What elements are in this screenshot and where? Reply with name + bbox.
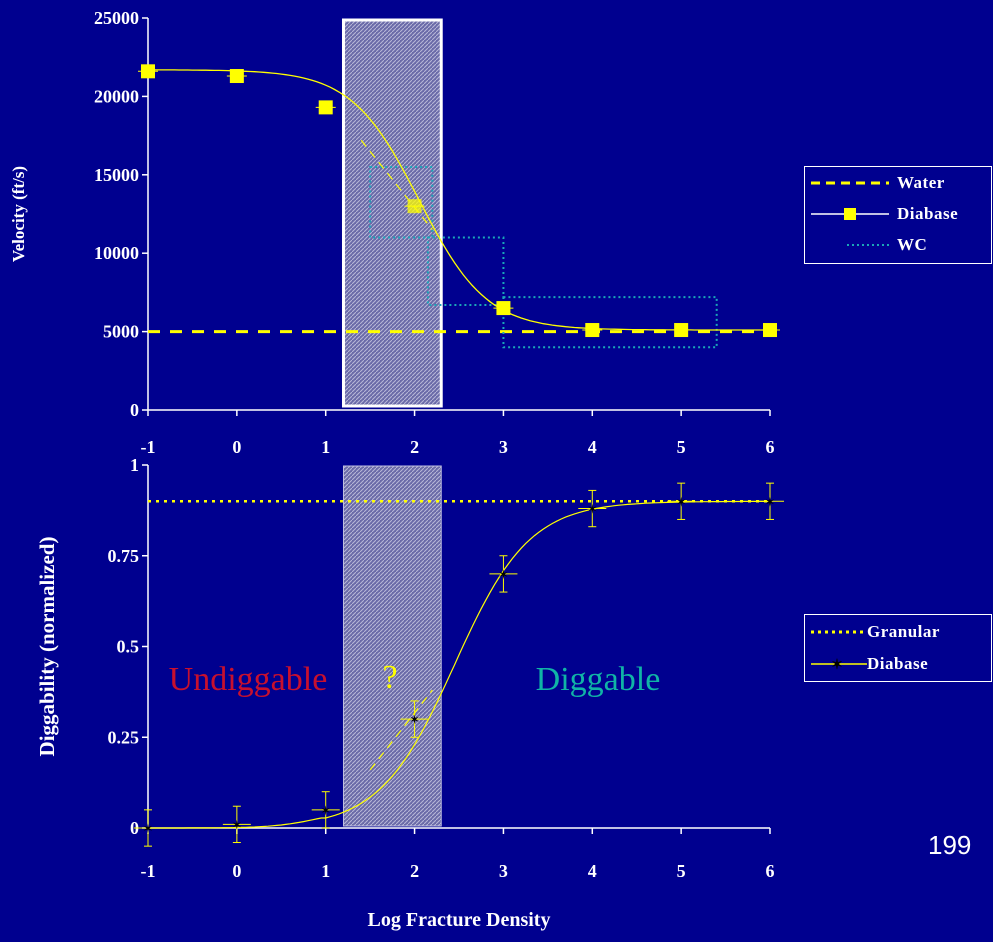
diabase-marker [318, 100, 333, 115]
shaded-region [342, 465, 442, 827]
y-tick-label: 1 [130, 455, 139, 475]
x-tick-label: 4 [588, 861, 597, 881]
legend-label-water: Water [897, 173, 945, 192]
square-marker-line-icon [811, 208, 889, 220]
series-diabase-curve [148, 69, 770, 331]
x-tick-label: 3 [499, 861, 508, 881]
diabase-marker [496, 301, 511, 316]
y-tick-label: 20000 [94, 86, 139, 106]
svg-text:✶: ✶ [831, 658, 843, 673]
legend-item-wc: WC [805, 234, 991, 256]
x-tick-label: 1 [321, 861, 330, 881]
x-tick-label: 2 [410, 861, 419, 881]
legend-item-diabase: Diabase [805, 203, 991, 225]
x-tick-label: -1 [141, 861, 156, 881]
bottom-legend: Granular ✶ Diabase [804, 614, 992, 682]
legend-label-wc: WC [897, 235, 928, 254]
y-tick-label: 0.25 [108, 727, 140, 747]
series-wc-box [426, 236, 505, 306]
x-tick-label: 1 [321, 437, 330, 457]
legend-item-water: Water [805, 172, 991, 194]
x-tick-label: 2 [410, 437, 419, 457]
shaded-region [341, 18, 443, 408]
diabase-digg-marker: ✶ [231, 817, 242, 832]
diabase-digg-marker: ✶ [409, 712, 420, 727]
y-tick-label: 5000 [103, 322, 139, 342]
legend-item-diabase-digg: ✶ Diabase [805, 653, 991, 675]
x-axis-label: Log Fracture Density [368, 909, 551, 931]
diabase-marker [585, 323, 600, 338]
x-tick-label: 0 [232, 437, 241, 457]
dashed-line-icon [811, 181, 889, 185]
star-marker-line-icon: ✶ [811, 658, 867, 673]
diabase-marker [407, 199, 422, 214]
x-tick-label: 4 [588, 437, 597, 457]
series-diabase-dashed [360, 139, 433, 231]
diabase-marker [763, 323, 777, 338]
legend-label-diabase: Diabase [897, 204, 959, 223]
diabase-digg-marker: ✶ [765, 494, 776, 509]
series-diabase-digg-dashed [369, 689, 433, 771]
x-tick-label: 0 [232, 861, 241, 881]
y-tick-label: 0.5 [117, 637, 140, 657]
diabase-digg-marker: ✶ [143, 821, 154, 836]
diabase-marker [229, 69, 244, 84]
series-diabase-digg-curve [148, 500, 770, 829]
diabase-marker [674, 323, 689, 338]
x-tick-label: 3 [499, 437, 508, 457]
series-wc-box [502, 296, 718, 349]
y-tick-label: 0 [130, 400, 139, 420]
top-legend: Water Diabase WC [804, 166, 992, 264]
diabase-digg-marker: ✶ [320, 803, 331, 818]
y-tick-label: 15000 [94, 165, 139, 185]
diabase-marker [141, 64, 155, 79]
x-tick-label: 5 [677, 437, 686, 457]
x-tick-label: -1 [141, 437, 156, 457]
x-tick-label: 6 [766, 861, 775, 881]
annotation-undiggable: Undiggable [169, 661, 328, 698]
legend-label-granular: Granular [867, 622, 940, 641]
y-axis-label: Velocity (ft/s) [9, 166, 28, 262]
y-tick-label: 0.75 [108, 546, 140, 566]
legend-label-diabase-digg: Diabase [867, 654, 929, 673]
diabase-digg-marker: ✶ [676, 494, 687, 509]
slide-number: 199 [928, 830, 972, 860]
x-tick-label: 6 [766, 437, 775, 457]
legend-item-granular: Granular [805, 621, 991, 643]
y-axis-label: Diggability (normalized) [35, 537, 59, 757]
y-tick-label: 25000 [94, 8, 139, 28]
diabase-digg-marker: ✶ [587, 502, 598, 517]
annotation-diggable: Diggable [536, 661, 661, 698]
y-tick-label: 10000 [94, 243, 139, 263]
dotted-line-icon [847, 244, 889, 246]
diabase-digg-marker: ✶ [498, 567, 509, 582]
x-tick-label: 5 [677, 861, 686, 881]
dotted-line-icon [811, 630, 867, 634]
annotation-question: ? [382, 659, 397, 696]
